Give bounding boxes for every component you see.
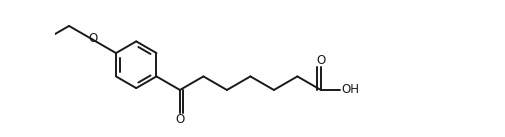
Text: OH: OH <box>340 83 359 96</box>
Text: O: O <box>175 113 184 125</box>
Text: O: O <box>88 32 97 45</box>
Text: O: O <box>316 54 325 67</box>
